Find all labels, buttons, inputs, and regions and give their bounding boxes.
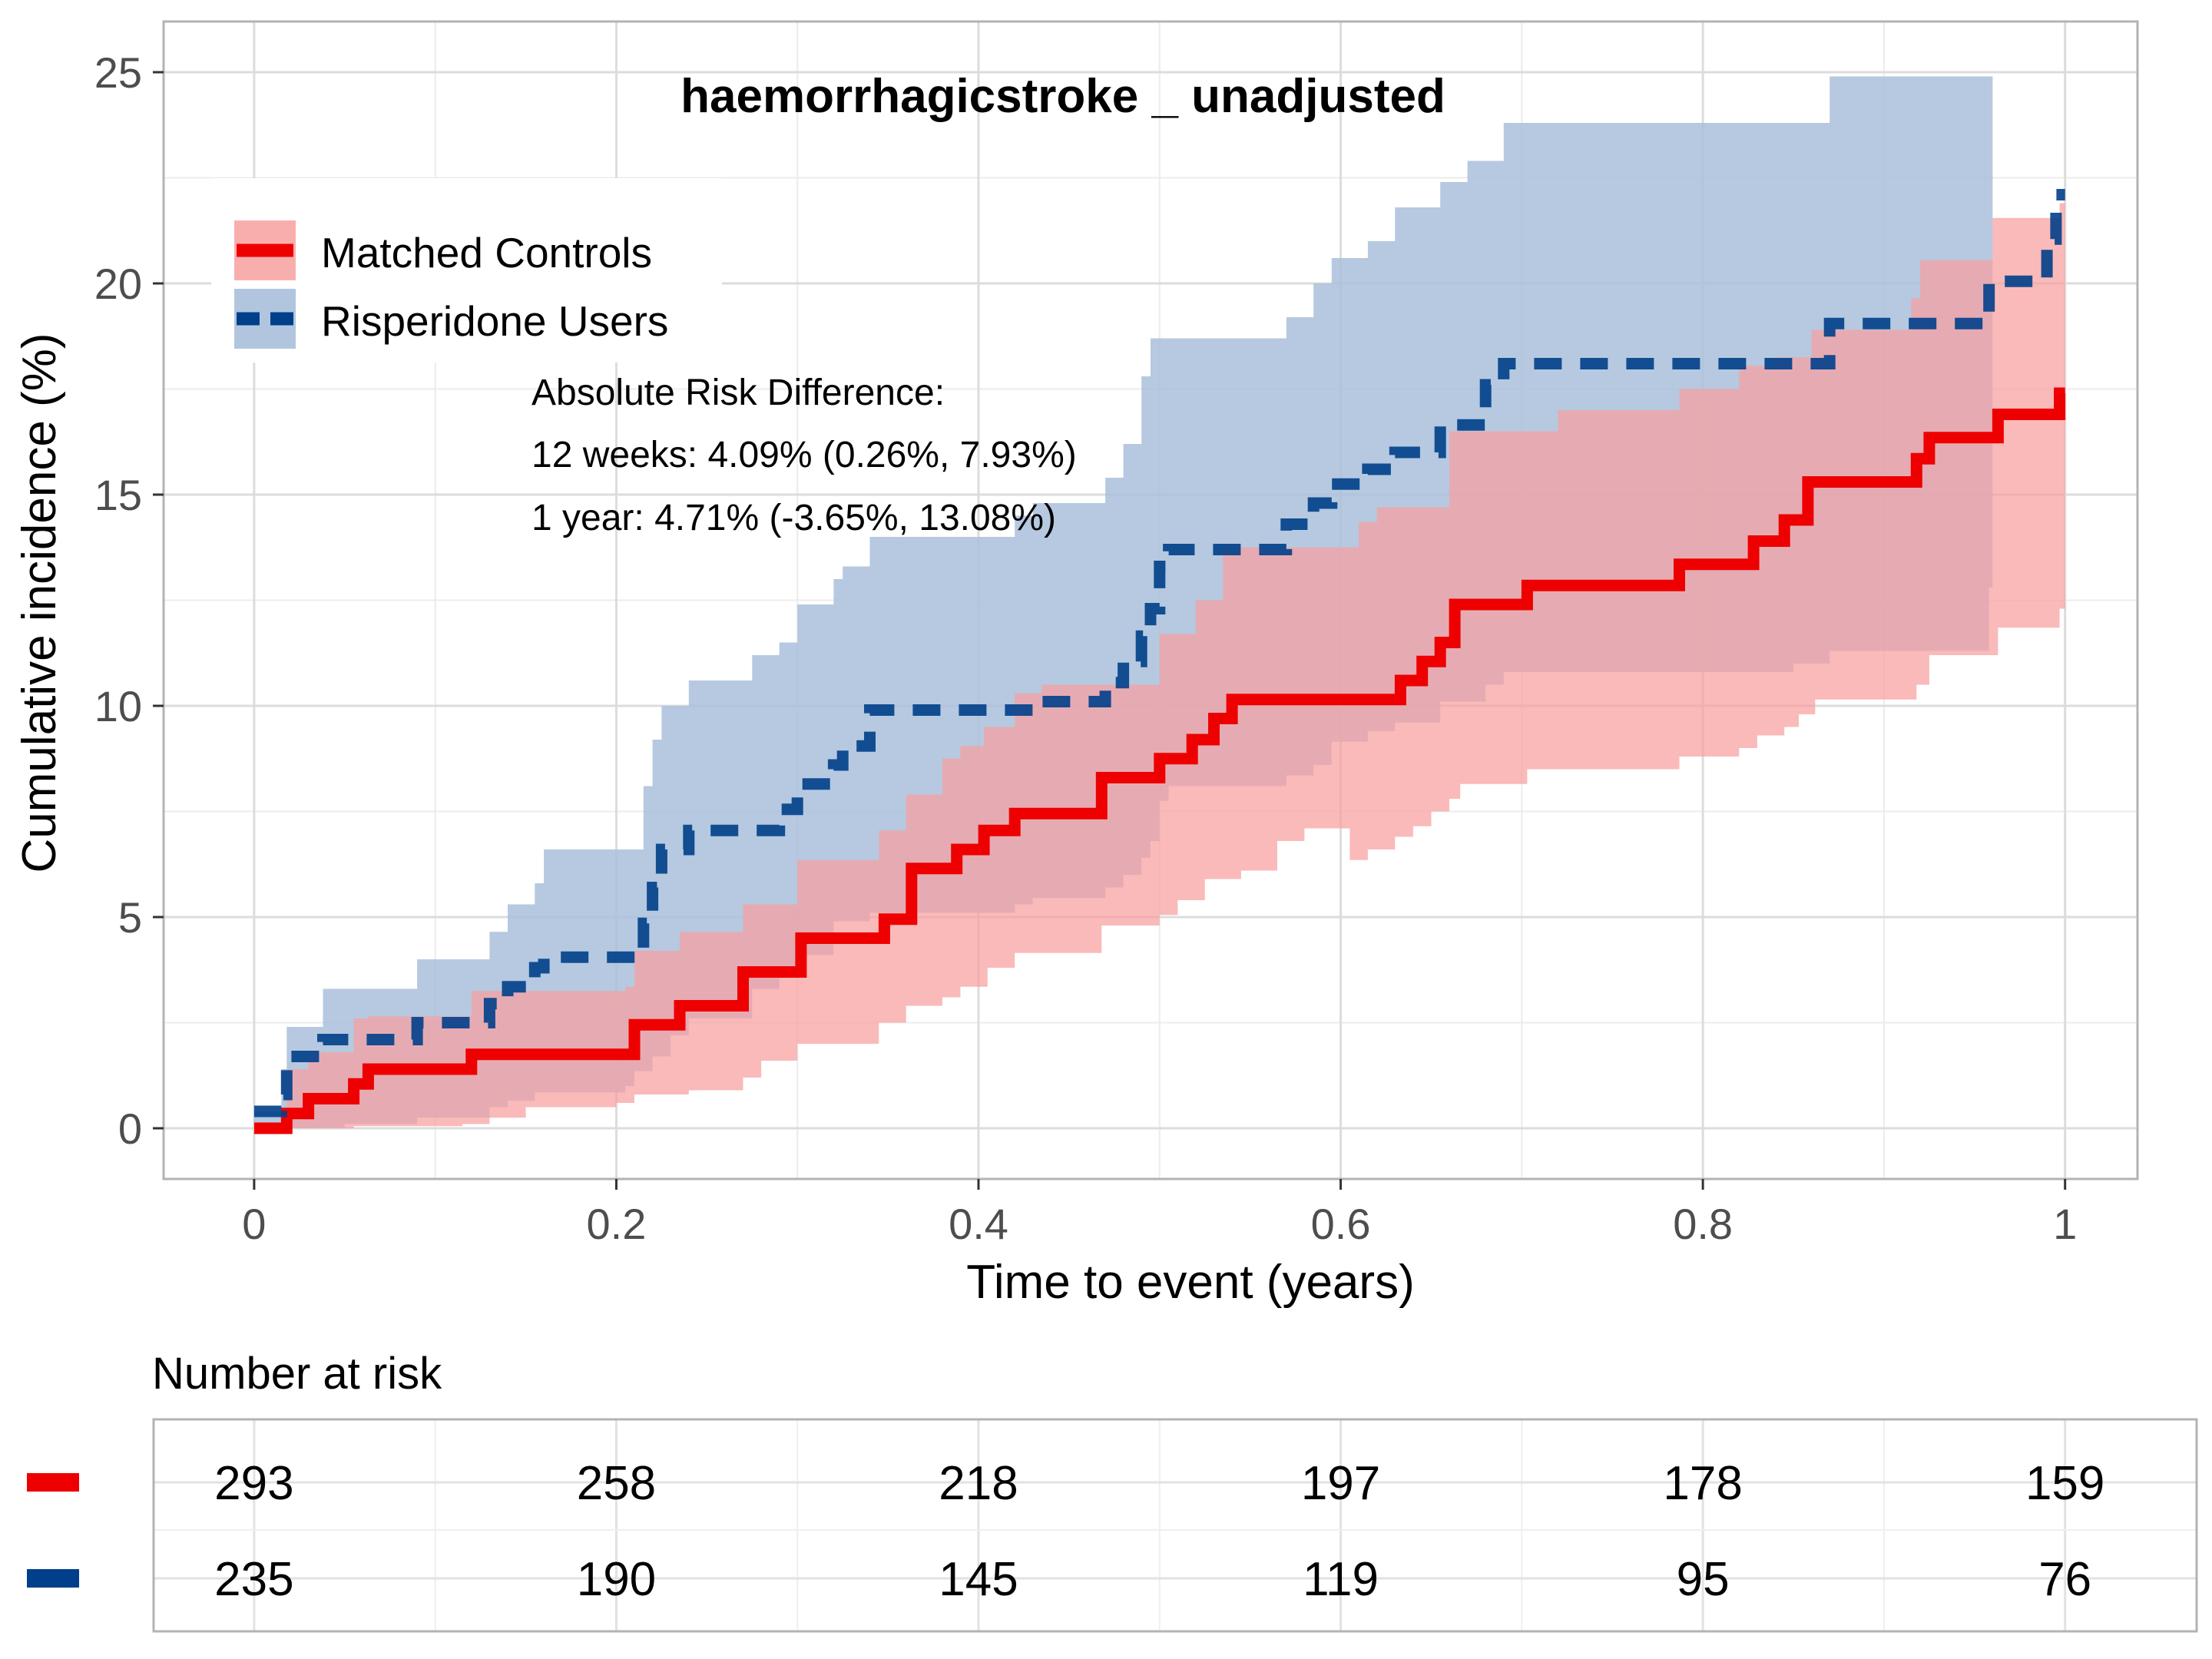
annotation-line-1: Absolute Risk Difference:	[531, 373, 945, 413]
risk-value: 95	[1677, 1553, 1730, 1606]
x-axis: 0 0.2 0.4 0.6 0.8 1	[242, 1179, 2077, 1248]
chart-title: haemorrhagicstroke _ unadjusted	[680, 70, 1445, 123]
confidence-band-risperidone	[253, 76, 1993, 1128]
x-tick-label: 0.2	[587, 1200, 647, 1248]
risk-value: 178	[1663, 1457, 1742, 1510]
confidence-band-controls	[253, 203, 2065, 1128]
y-tick-label: 15	[94, 471, 142, 519]
x-tick-label: 0.6	[1311, 1200, 1371, 1248]
risk-value: 235	[214, 1553, 293, 1606]
annotation-line-3: 1 year: 4.71% (-3.65%, 13.08%)	[531, 498, 1056, 538]
risk-value: 119	[1303, 1553, 1379, 1606]
risk-value: 76	[2038, 1553, 2091, 1606]
risk-value: 197	[1301, 1457, 1380, 1510]
risk-value: 190	[577, 1553, 656, 1606]
y-tick-label: 20	[94, 260, 142, 308]
confidence-bands	[253, 76, 2065, 1128]
risk-table-border	[152, 1418, 2198, 1633]
x-tick-label: 0.4	[949, 1200, 1008, 1248]
y-axis-label: Cumulative incidence (%)	[13, 333, 66, 873]
y-axis: 0 5 10 15 20 25	[94, 48, 164, 1153]
y-tick-label: 0	[118, 1104, 142, 1153]
risk-row-key-risperidone	[27, 1569, 79, 1588]
x-tick-label: 0.8	[1673, 1200, 1733, 1248]
y-tick-label: 5	[118, 893, 142, 942]
legend-label-controls: Matched Controls	[321, 229, 652, 276]
risk-table-keys	[27, 1473, 79, 1588]
risk-value: 159	[2025, 1457, 2104, 1510]
legend-label-risperidone: Risperidone Users	[321, 297, 668, 345]
plot-panel-border	[162, 20, 2139, 1181]
risk-value: 218	[939, 1457, 1018, 1510]
legend-background	[211, 178, 722, 363]
risk-table-grid	[154, 1419, 2197, 1631]
incidence-line-risperidone	[253, 189, 2065, 1118]
risk-difference-annotation: Absolute Risk Difference: 12 weeks: 4.09…	[531, 373, 1077, 538]
risk-table-values: 293 258 218 197 178 159 235 190 145 119 95 76	[214, 1457, 2104, 1606]
y-tick-label: 10	[94, 682, 142, 730]
x-tick-label: 0	[242, 1200, 266, 1248]
risk-table-title: Number at risk	[152, 1349, 442, 1399]
risk-value: 258	[577, 1457, 656, 1510]
risk-row-key-controls	[27, 1473, 79, 1492]
y-tick-label: 25	[94, 48, 142, 97]
incidence-lines	[253, 189, 2066, 1134]
x-axis-label: Time to event (years)	[966, 1256, 1414, 1309]
risk-value: 293	[214, 1457, 293, 1510]
incidence-line-controls	[253, 387, 2066, 1134]
risk-value: 145	[939, 1553, 1018, 1606]
x-tick-label: 1	[2053, 1200, 2077, 1248]
annotation-line-2: 12 weeks: 4.09% (0.26%, 7.93%)	[531, 435, 1077, 475]
legend: Matched Controls Risperidone Users	[211, 178, 722, 363]
